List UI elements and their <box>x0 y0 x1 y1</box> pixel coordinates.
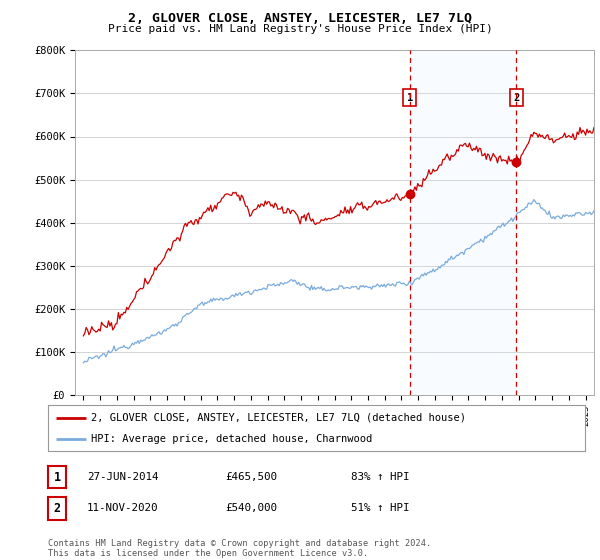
Text: £465,500: £465,500 <box>225 472 277 482</box>
Text: 83% ↑ HPI: 83% ↑ HPI <box>351 472 409 482</box>
Text: HPI: Average price, detached house, Charnwood: HPI: Average price, detached house, Char… <box>91 435 372 444</box>
Text: Price paid vs. HM Land Registry's House Price Index (HPI): Price paid vs. HM Land Registry's House … <box>107 24 493 34</box>
Text: 2: 2 <box>514 93 520 102</box>
Text: 1: 1 <box>407 93 413 102</box>
Text: 1: 1 <box>53 470 61 484</box>
Text: 2, GLOVER CLOSE, ANSTEY, LEICESTER, LE7 7LQ: 2, GLOVER CLOSE, ANSTEY, LEICESTER, LE7 … <box>128 12 472 25</box>
Text: 27-JUN-2014: 27-JUN-2014 <box>87 472 158 482</box>
Text: 11-NOV-2020: 11-NOV-2020 <box>87 503 158 514</box>
Text: £540,000: £540,000 <box>225 503 277 514</box>
Text: 51% ↑ HPI: 51% ↑ HPI <box>351 503 409 514</box>
Bar <box>410 50 517 395</box>
Text: 2, GLOVER CLOSE, ANSTEY, LEICESTER, LE7 7LQ (detached house): 2, GLOVER CLOSE, ANSTEY, LEICESTER, LE7 … <box>91 413 466 423</box>
Text: Contains HM Land Registry data © Crown copyright and database right 2024.
This d: Contains HM Land Registry data © Crown c… <box>48 539 431 558</box>
Text: 2: 2 <box>53 502 61 515</box>
